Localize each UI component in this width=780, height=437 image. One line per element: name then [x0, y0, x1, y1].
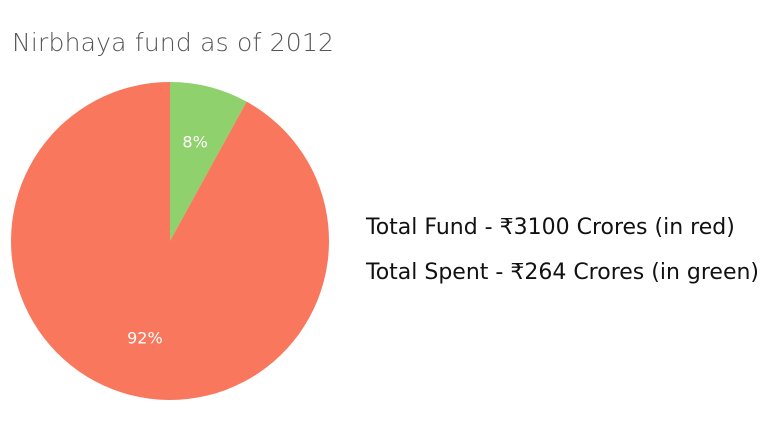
pie-slice-92 [10, 82, 329, 400]
annotation-total-fund: Total Fund - ₹3100 Crores (in red) [366, 215, 735, 240]
chart-title: Nirbhaya fund as of 2012 [12, 28, 335, 57]
annotation-total-spent: Total Spent - ₹264 Crores (in green) [366, 260, 760, 285]
pie-slice-label: 8% [182, 133, 207, 152]
pie-slice-8 [170, 82, 247, 241]
chart-annotations: Total Fund - ₹3100 Crores (in red) Total… [366, 205, 759, 295]
pie-slice-label: 92% [127, 328, 163, 347]
